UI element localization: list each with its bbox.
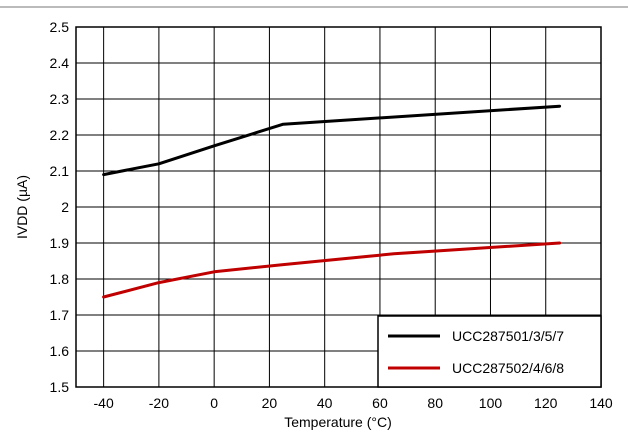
x-axis-ticks: -40 -20 0 20 40 60 80 100 120 140: [94, 395, 613, 411]
x-tick-label: 120: [534, 395, 558, 411]
legend-label-series-1: UCC287501/3/5/7: [452, 328, 564, 344]
y-tick-label: 2.1: [50, 163, 70, 179]
y-tick-label: 2.4: [50, 55, 70, 71]
y-axis-label: IVDD (µA): [14, 175, 30, 239]
x-tick-label: 140: [589, 395, 613, 411]
y-tick-label: 1.9: [50, 235, 70, 251]
legend: UCC287501/3/5/7 UCC287502/4/6/8: [377, 315, 602, 388]
x-tick-label: 20: [262, 395, 278, 411]
y-tick-label: 1.5: [50, 379, 70, 395]
legend-label-series-2: UCC287502/4/6/8: [452, 360, 564, 376]
x-tick-label: 40: [317, 395, 333, 411]
y-tick-label: 2.5: [50, 19, 70, 35]
y-tick-label: 1.6: [50, 343, 70, 359]
x-axis-label: Temperature (°C): [284, 414, 392, 430]
y-tick-label: 1.7: [50, 307, 70, 323]
series-layer: [102, 104, 562, 299]
x-tick-label: 60: [372, 395, 388, 411]
y-tick-label: 2: [61, 199, 69, 215]
x-tick-label: 80: [427, 395, 443, 411]
series-line-1: [102, 104, 562, 177]
x-tick-label: -20: [149, 395, 169, 411]
y-tick-label: 1.8: [50, 271, 70, 287]
x-tick-label: -40: [94, 395, 114, 411]
y-axis-ticks: 1.5 1.6 1.7 1.8 1.9 2 2.1 2.2 2.3 2.4 2.5: [50, 19, 70, 395]
y-tick-label: 2.3: [50, 91, 70, 107]
x-tick-label: 0: [210, 395, 218, 411]
series-line-2: [102, 241, 562, 299]
legend-box: [377, 315, 602, 388]
x-tick-label: 100: [479, 395, 503, 411]
plot-area-border: [75, 26, 602, 388]
y-tick-label: 2.2: [50, 127, 70, 143]
